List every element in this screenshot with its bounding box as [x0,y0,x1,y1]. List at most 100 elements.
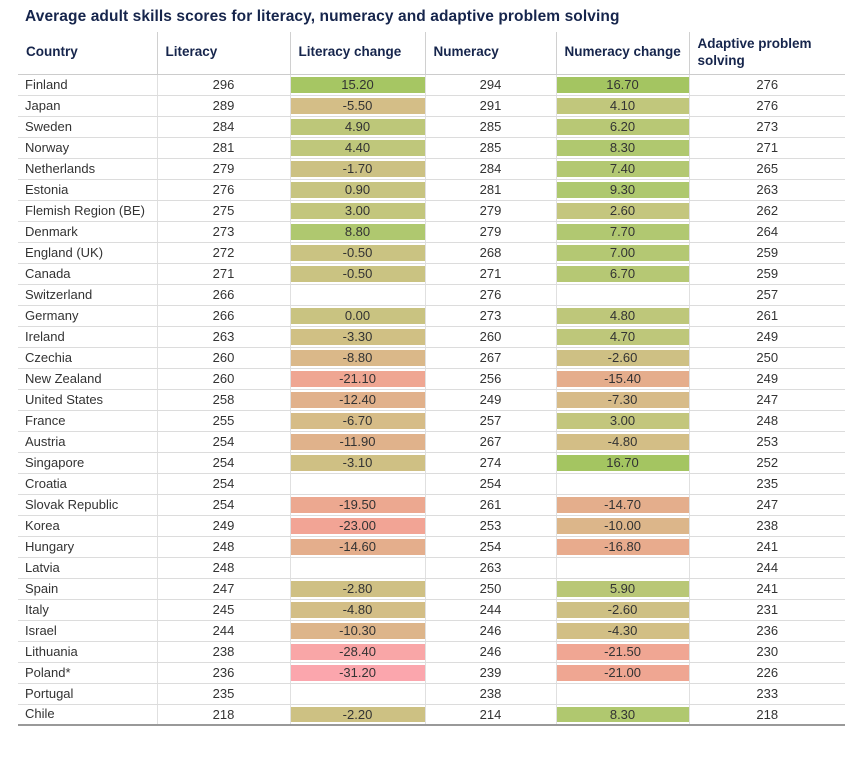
page-title: Average adult skills scores for literacy… [25,8,620,25]
cell-adaptive: 241 [688,536,845,558]
cell-numeracy_change: 3.00 [555,410,689,432]
cell-literacy: 260 [156,368,290,390]
cell-numeracy: 254 [424,536,556,558]
cell-numeracy: 244 [424,599,556,621]
cell-numeracy_change: 9.30 [555,179,689,201]
cell-country: Korea [18,515,157,537]
cell-country: Singapore [18,452,157,474]
cell-country: Austria [18,431,157,453]
skills-table: Country Literacy Literacy change Numeracy Nu… [18,32,845,727]
cell-numeracy_change: 4.70 [555,326,689,348]
cell-country: Lithuania [18,641,157,663]
cell-country: Norway [18,137,157,159]
cell-adaptive: 218 [688,704,845,727]
cell-numeracy: 273 [424,305,556,327]
change-cell-fill: 4.70 [556,328,689,345]
change-cell-fill: -0.50 [290,265,425,282]
cell-adaptive: 238 [688,515,845,537]
cell-numeracy: 267 [424,431,556,453]
cell-country: Hungary [18,536,157,558]
change-cell-fill: 4.10 [556,97,689,114]
change-cell-fill: -2.60 [556,601,689,618]
change-cell-fill: 0.00 [290,307,425,324]
change-cell-fill: 3.00 [290,202,425,219]
cell-numeracy: 267 [424,347,556,369]
cell-literacy_change [289,683,425,705]
table-row: England (UK) 272 -0.50 268 7.00 259 [18,242,845,264]
cell-literacy: 247 [156,578,290,600]
cell-numeracy_change: -15.40 [555,368,689,390]
cell-literacy_change: -3.30 [289,326,425,348]
cell-country: Ireland [18,326,157,348]
cell-country: Czechia [18,347,157,369]
table-row: United States 258 -12.40 249 -7.30 247 [18,389,845,411]
change-cell-fill: -12.40 [290,391,425,408]
change-cell-fill: 9.30 [556,181,689,198]
cell-numeracy: 279 [424,200,556,222]
table-row: Korea 249 -23.00 253 -10.00 238 [18,515,845,537]
change-cell-fill: 2.60 [556,202,689,219]
cell-literacy_change: 4.90 [289,116,425,138]
cell-country: Flemish Region (BE) [18,200,157,222]
change-cell-fill: -3.10 [290,454,425,471]
cell-literacy_change [289,284,425,306]
change-cell-fill: 4.90 [290,118,425,135]
table-row: Chile 218 -2.20 214 8.30 218 [18,704,845,727]
cell-literacy: 271 [156,263,290,285]
cell-numeracy_change: -4.80 [555,431,689,453]
cell-adaptive: 233 [688,683,845,705]
cell-numeracy_change: 5.90 [555,578,689,600]
cell-numeracy_change: -10.00 [555,515,689,537]
table-row: Finland 296 15.20 294 16.70 276 [18,74,845,96]
cell-numeracy_change: -21.50 [555,641,689,663]
column-header-country: Country [18,32,157,75]
change-cell-fill: 5.90 [556,580,689,597]
cell-country: Israel [18,620,157,642]
cell-literacy: 273 [156,221,290,243]
cell-numeracy: 254 [424,473,556,495]
cell-numeracy: 246 [424,641,556,663]
table-body: Finland 296 15.20 294 16.70 276 Japan 289 -5.50 2… [18,74,845,727]
cell-adaptive: 276 [688,74,845,96]
cell-literacy: 254 [156,494,290,516]
cell-literacy_change [289,557,425,579]
table-row: Austria 254 -11.90 267 -4.80 253 [18,431,845,453]
cell-numeracy: 285 [424,116,556,138]
change-cell-fill: -0.50 [290,244,425,261]
table-row: Czechia 260 -8.80 267 -2.60 250 [18,347,845,369]
cell-country: Finland [18,74,157,96]
cell-literacy_change: -3.10 [289,452,425,474]
cell-literacy: 235 [156,683,290,705]
cell-numeracy_change: -21.00 [555,662,689,684]
change-cell-fill: -2.20 [290,706,425,723]
change-cell-fill: -7.30 [556,391,689,408]
cell-numeracy: 276 [424,284,556,306]
cell-literacy_change: -2.80 [289,578,425,600]
change-cell-fill: 4.80 [556,307,689,324]
table-row: Israel 244 -10.30 246 -4.30 236 [18,620,845,642]
cell-numeracy_change: -7.30 [555,389,689,411]
change-cell-fill: -10.30 [290,622,425,639]
cell-adaptive: 262 [688,200,845,222]
cell-literacy_change: -1.70 [289,158,425,180]
cell-country: Estonia [18,179,157,201]
cell-numeracy_change: 7.70 [555,221,689,243]
change-cell-fill: 8.80 [290,223,425,240]
column-header-adaptive: Adaptive problem solving [688,32,845,75]
change-cell-fill: -4.80 [556,433,689,450]
change-cell-fill: 16.70 [556,76,689,93]
table-row: France 255 -6.70 257 3.00 248 [18,410,845,432]
cell-literacy_change: 15.20 [289,74,425,96]
cell-literacy_change: -21.10 [289,368,425,390]
cell-adaptive: 250 [688,347,845,369]
cell-numeracy: 261 [424,494,556,516]
change-cell-fill: -21.00 [556,664,689,681]
cell-adaptive: 271 [688,137,845,159]
cell-numeracy: 291 [424,95,556,117]
cell-adaptive: 249 [688,326,845,348]
cell-literacy: 254 [156,431,290,453]
table-row: Poland* 236 -31.20 239 -21.00 226 [18,662,845,684]
table-row: Croatia 254 254 235 [18,473,845,495]
change-cell-fill: -3.30 [290,328,425,345]
